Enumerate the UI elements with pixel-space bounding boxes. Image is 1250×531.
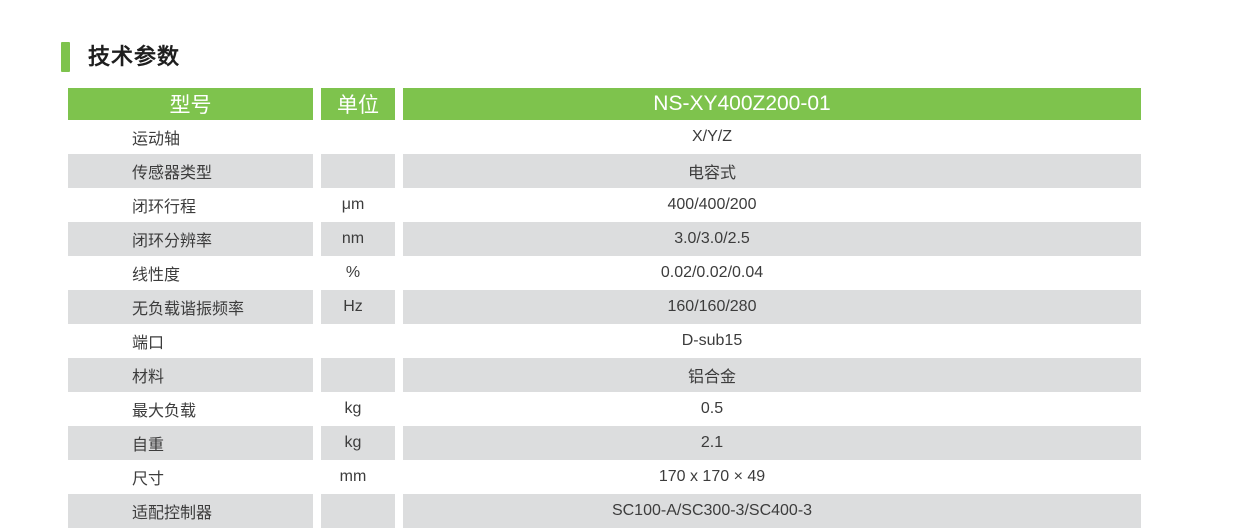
param-unit: mm (339, 468, 367, 485)
param-unit: μm (341, 196, 365, 213)
param-unit (321, 324, 395, 358)
param-label: 运动轴 (132, 131, 181, 148)
param-label: 无负载谐振频率 (68, 290, 313, 324)
table-row: 闭环分辨率 nm 3.0/3.0/2.5 (68, 222, 1141, 256)
param-value: 电容式 (403, 154, 1141, 188)
table-row: 线性度% 0.02/0.02/0.04 (68, 256, 1141, 290)
table-row: 闭环行程 μm 400/400/200 (68, 188, 1141, 222)
table-row: 材料 铝合金 (68, 358, 1141, 392)
param-label: 端口 (132, 335, 165, 352)
param-unit (321, 358, 395, 392)
spec-table-body: 运动轴 X/Y/Z 传感器类型 电容式闭环行程 μm 400/400/200 闭环分辨率 nm… (68, 120, 1141, 528)
param-label: 适配控制器 (68, 494, 313, 528)
param-label: 材料 (68, 358, 313, 392)
param-unit: Hz (321, 290, 395, 324)
param-unit: % (345, 264, 361, 281)
param-value: 铝合金 (403, 358, 1141, 392)
table-row: 自重 kg 2.1 (68, 426, 1141, 460)
header-product-model: NS-XY400Z200-01 (403, 88, 1141, 120)
spec-table: 型号 单位 NS-XY400Z200-01 运动轴 X/Y/Z 传感器类型 电容式 闭环… (68, 88, 1141, 528)
param-label: 自重 (68, 426, 313, 460)
param-label: 闭环分辨率 (68, 222, 313, 256)
table-row: 端口 D-sub15 (68, 324, 1141, 358)
param-unit (321, 494, 395, 528)
table-row: 传感器类型 电容式 (68, 154, 1141, 188)
table-row: 尺寸 mm 170 x 170 × 49 (68, 460, 1141, 494)
param-label: 闭环行程 (132, 199, 197, 216)
param-value: 0.5 (700, 400, 724, 417)
section-accent-bar (61, 42, 70, 72)
table-row: 运动轴 X/Y/Z (68, 120, 1141, 154)
param-unit (321, 120, 395, 154)
table-row: 适配控制器 SC100-A/SC300-3/SC400-3 (68, 494, 1141, 528)
header-model-col: 型号 (68, 88, 313, 120)
param-value: 160/160/280 (403, 290, 1141, 324)
header-unit-col: 单位 (321, 88, 395, 120)
param-value: 2.1 (403, 426, 1141, 460)
param-value: 170 x 170 × 49 (658, 468, 766, 485)
param-value: 0.02/0.02/0.04 (660, 264, 764, 281)
section-title: 技术参数 (88, 44, 181, 69)
param-label: 传感器类型 (68, 154, 313, 188)
param-value: 3.0/3.0/2.5 (403, 222, 1141, 256)
param-unit (321, 154, 395, 188)
table-row: 最大负载 kg 0.5 (68, 392, 1141, 426)
param-unit: kg (344, 400, 362, 417)
param-label: 尺寸 (132, 471, 165, 488)
param-value: D-sub15 (681, 332, 743, 349)
section-header: 技术参数 (61, 42, 180, 72)
param-label: 线性度 (132, 267, 181, 284)
param-unit: nm (321, 222, 395, 256)
param-value: SC100-A/SC300-3/SC400-3 (403, 494, 1141, 528)
spec-table-header-row: 型号 单位 NS-XY400Z200-01 (68, 88, 1141, 120)
param-label: 最大负载 (132, 403, 197, 420)
param-value: X/Y/Z (691, 128, 732, 145)
table-row: 无负载谐振频率 Hz 160/160/280 (68, 290, 1141, 324)
param-unit: kg (321, 426, 395, 460)
param-value: 400/400/200 (667, 196, 757, 213)
